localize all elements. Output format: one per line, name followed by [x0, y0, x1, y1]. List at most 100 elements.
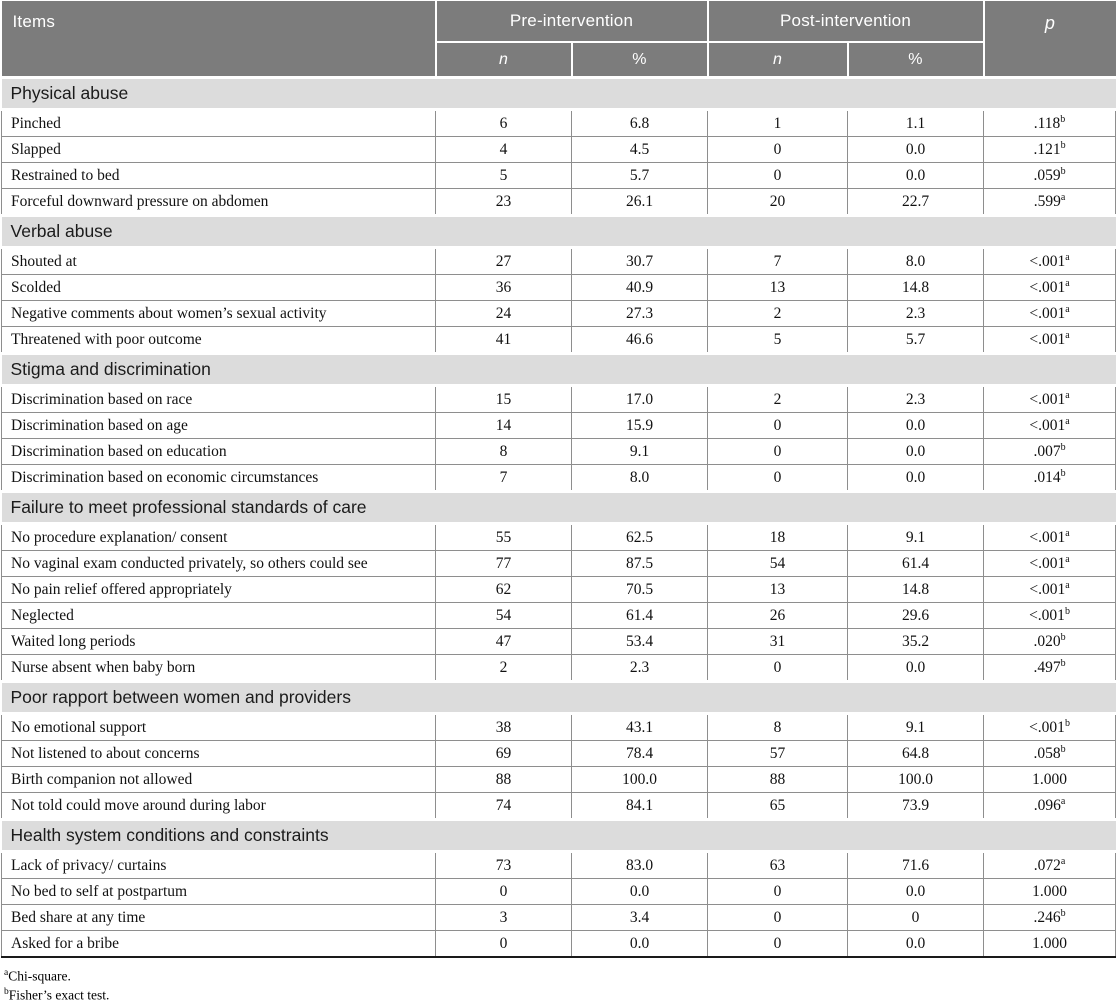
p-value-superscript: a: [1065, 553, 1070, 565]
cell-post-n: 7: [707, 247, 848, 275]
column-header-p-value: p: [983, 1, 1116, 78]
cell-post-percent: 71.6: [847, 851, 984, 879]
p-value-superscript: a: [1065, 329, 1070, 341]
cell-post-n: 88: [707, 766, 848, 793]
section-row: Poor rapport between women and providers: [1, 680, 1116, 715]
cell-item-label: Not listened to about concerns: [1, 740, 436, 767]
p-value-superscript: b: [1060, 657, 1066, 669]
cell-post-n: 0: [707, 904, 848, 931]
p-value-superscript: b: [1060, 467, 1066, 479]
cell-post-percent: 0.0: [847, 654, 984, 682]
cell-item-label: Lack of privacy/ curtains: [1, 851, 436, 879]
cell-pre-n: 3: [435, 904, 572, 931]
cell-post-percent: 0.0: [847, 878, 984, 905]
p-value-superscript: b: [1060, 631, 1066, 643]
cell-item-label: Neglected: [1, 602, 436, 629]
cell-pre-percent: 4.5: [571, 136, 708, 163]
column-header-post-percent: %: [847, 42, 985, 78]
cell-post-percent: 2.3: [847, 385, 984, 413]
cell-post-n: 0: [707, 930, 848, 958]
cell-pre-n: 15: [435, 385, 572, 413]
cell-pre-percent: 53.4: [571, 628, 708, 655]
column-header-pre-intervention: Pre-intervention: [435, 1, 709, 43]
cell-item-label: Discrimination based on age: [1, 412, 436, 439]
cell-pre-n: 41: [435, 326, 572, 354]
cell-p-value: 1.000: [983, 878, 1116, 905]
cell-post-percent: 9.1: [847, 523, 984, 551]
table-row: Not told could move around during labor 7…: [1, 792, 1116, 820]
table-row: No vaginal exam conducted privately, so …: [1, 550, 1116, 577]
p-value-superscript: b: [1060, 441, 1066, 453]
cell-post-n: 0: [707, 136, 848, 163]
table-row: Restrained to bed 5 5.7 0 0.0.059b: [1, 162, 1116, 189]
cell-pre-percent: 15.9: [571, 412, 708, 439]
cell-pre-percent: 100.0: [571, 766, 708, 793]
cell-pre-percent: 2.3: [571, 654, 708, 682]
section-title: Failure to meet professional standards o…: [1, 490, 1116, 525]
cell-pre-n: 47: [435, 628, 572, 655]
cell-pre-percent: 8.0: [571, 464, 708, 492]
cell-pre-percent: 61.4: [571, 602, 708, 629]
cell-pre-n: 7: [435, 464, 572, 492]
table-row: Discrimination based on race 15 17.0 2 2.3 <.…: [1, 385, 1116, 413]
cell-post-percent: 1.1: [847, 109, 984, 137]
cell-post-percent: 14.8: [847, 274, 984, 301]
table-body: Physical abuse Pinched 6 6.8 1 1.1.118b Slappe…: [1, 76, 1116, 958]
header-group-row: Items Pre-intervention Post-intervention…: [1, 1, 1116, 78]
table-row: Discrimination based on economic circums…: [1, 464, 1116, 492]
cell-p-value: .121b: [983, 136, 1116, 163]
cell-p-value: <.001a: [983, 550, 1116, 577]
cell-pre-n: 6: [435, 109, 572, 137]
cell-item-label: Discrimination based on economic circums…: [1, 464, 436, 492]
column-header-pre-percent: %: [571, 42, 709, 78]
cell-post-percent: 0.0: [847, 930, 984, 958]
cell-pre-n: 24: [435, 300, 572, 327]
cell-post-n: 2: [707, 385, 848, 413]
cell-item-label: Birth companion not allowed: [1, 766, 436, 793]
table-row: Not listened to about concerns 69 78.4 57 64…: [1, 740, 1116, 767]
footnote-marker: a: [4, 968, 9, 978]
cell-pre-n: 5: [435, 162, 572, 189]
cell-p-value: <.001a: [983, 300, 1116, 327]
cell-post-percent: 35.2: [847, 628, 984, 655]
cell-pre-percent: 27.3: [571, 300, 708, 327]
cell-item-label: Asked for a bribe: [1, 930, 436, 958]
cell-p-value: .497b: [983, 654, 1116, 682]
cell-pre-percent: 3.4: [571, 904, 708, 931]
table-row: Discrimination based on education 8 9.1 0 0.…: [1, 438, 1116, 465]
cell-p-value: .007b: [983, 438, 1116, 465]
table-row: No bed to self at postpartum 0 0.0 0 0.0 1.00…: [1, 878, 1116, 905]
cell-p-value: .020b: [983, 628, 1116, 655]
table-row: Neglected 54 61.4 26 29.6 <.001b: [1, 602, 1116, 629]
cell-pre-percent: 83.0: [571, 851, 708, 879]
cell-p-value: <.001a: [983, 274, 1116, 301]
cell-pre-percent: 9.1: [571, 438, 708, 465]
cell-pre-n: 74: [435, 792, 572, 820]
cell-pre-n: 88: [435, 766, 572, 793]
cell-p-value: .118b: [983, 109, 1116, 137]
table-row: Negative comments about women’s sexual a…: [1, 300, 1116, 327]
p-value-superscript: a: [1065, 389, 1070, 401]
cell-pre-n: 54: [435, 602, 572, 629]
cell-post-percent: 2.3: [847, 300, 984, 327]
column-header-post-n: n: [707, 42, 849, 78]
cell-post-percent: 0: [847, 904, 984, 931]
cell-post-n: 13: [707, 576, 848, 603]
cell-post-n: 0: [707, 878, 848, 905]
cell-p-value: .246b: [983, 904, 1116, 931]
cell-pre-percent: 62.5: [571, 523, 708, 551]
cell-p-value: .096a: [983, 792, 1116, 820]
cell-post-n: 1: [707, 109, 848, 137]
cell-item-label: Bed share at any time: [1, 904, 436, 931]
cell-item-label: No pain relief offered appropriately: [1, 576, 436, 603]
p-value-superscript: b: [1060, 907, 1066, 919]
cell-post-percent: 100.0: [847, 766, 984, 793]
cell-post-n: 18: [707, 523, 848, 551]
column-header-items: Items: [1, 1, 437, 78]
cell-pre-n: 36: [435, 274, 572, 301]
cell-item-label: Discrimination based on education: [1, 438, 436, 465]
table-row: Shouted at 27 30.7 7 8.0 <.001a: [1, 247, 1116, 275]
cell-post-percent: 0.0: [847, 136, 984, 163]
cell-p-value: 1.000: [983, 930, 1116, 958]
